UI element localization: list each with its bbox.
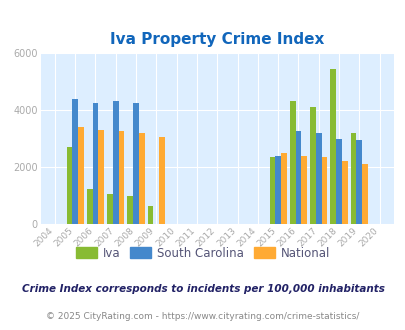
Bar — [335, 139, 341, 224]
Bar — [309, 107, 315, 224]
Bar — [315, 133, 321, 224]
Text: Crime Index corresponds to incidents per 100,000 inhabitants: Crime Index corresponds to incidents per… — [21, 284, 384, 294]
Legend: Iva, South Carolina, National: Iva, South Carolina, National — [71, 242, 334, 264]
Bar — [301, 156, 306, 224]
Text: © 2025 CityRating.com - https://www.cityrating.com/crime-statistics/: © 2025 CityRating.com - https://www.city… — [46, 313, 359, 321]
Bar — [98, 130, 104, 224]
Bar — [341, 161, 347, 224]
Title: Iva Property Crime Index: Iva Property Crime Index — [110, 32, 324, 48]
Bar — [78, 127, 83, 224]
Bar — [139, 133, 144, 224]
Bar — [87, 189, 92, 224]
Bar — [269, 157, 275, 224]
Bar — [127, 196, 133, 224]
Bar — [350, 133, 356, 224]
Bar — [133, 103, 139, 224]
Bar — [321, 157, 326, 224]
Bar — [275, 156, 280, 224]
Bar — [280, 153, 286, 224]
Bar — [107, 194, 113, 224]
Bar — [159, 137, 164, 224]
Bar — [289, 101, 295, 224]
Bar — [72, 99, 78, 224]
Bar — [356, 140, 361, 224]
Bar — [113, 101, 118, 224]
Bar — [92, 103, 98, 224]
Bar — [295, 131, 301, 224]
Bar — [66, 147, 72, 224]
Bar — [147, 206, 153, 224]
Bar — [361, 164, 367, 224]
Bar — [118, 131, 124, 224]
Bar — [330, 69, 335, 224]
